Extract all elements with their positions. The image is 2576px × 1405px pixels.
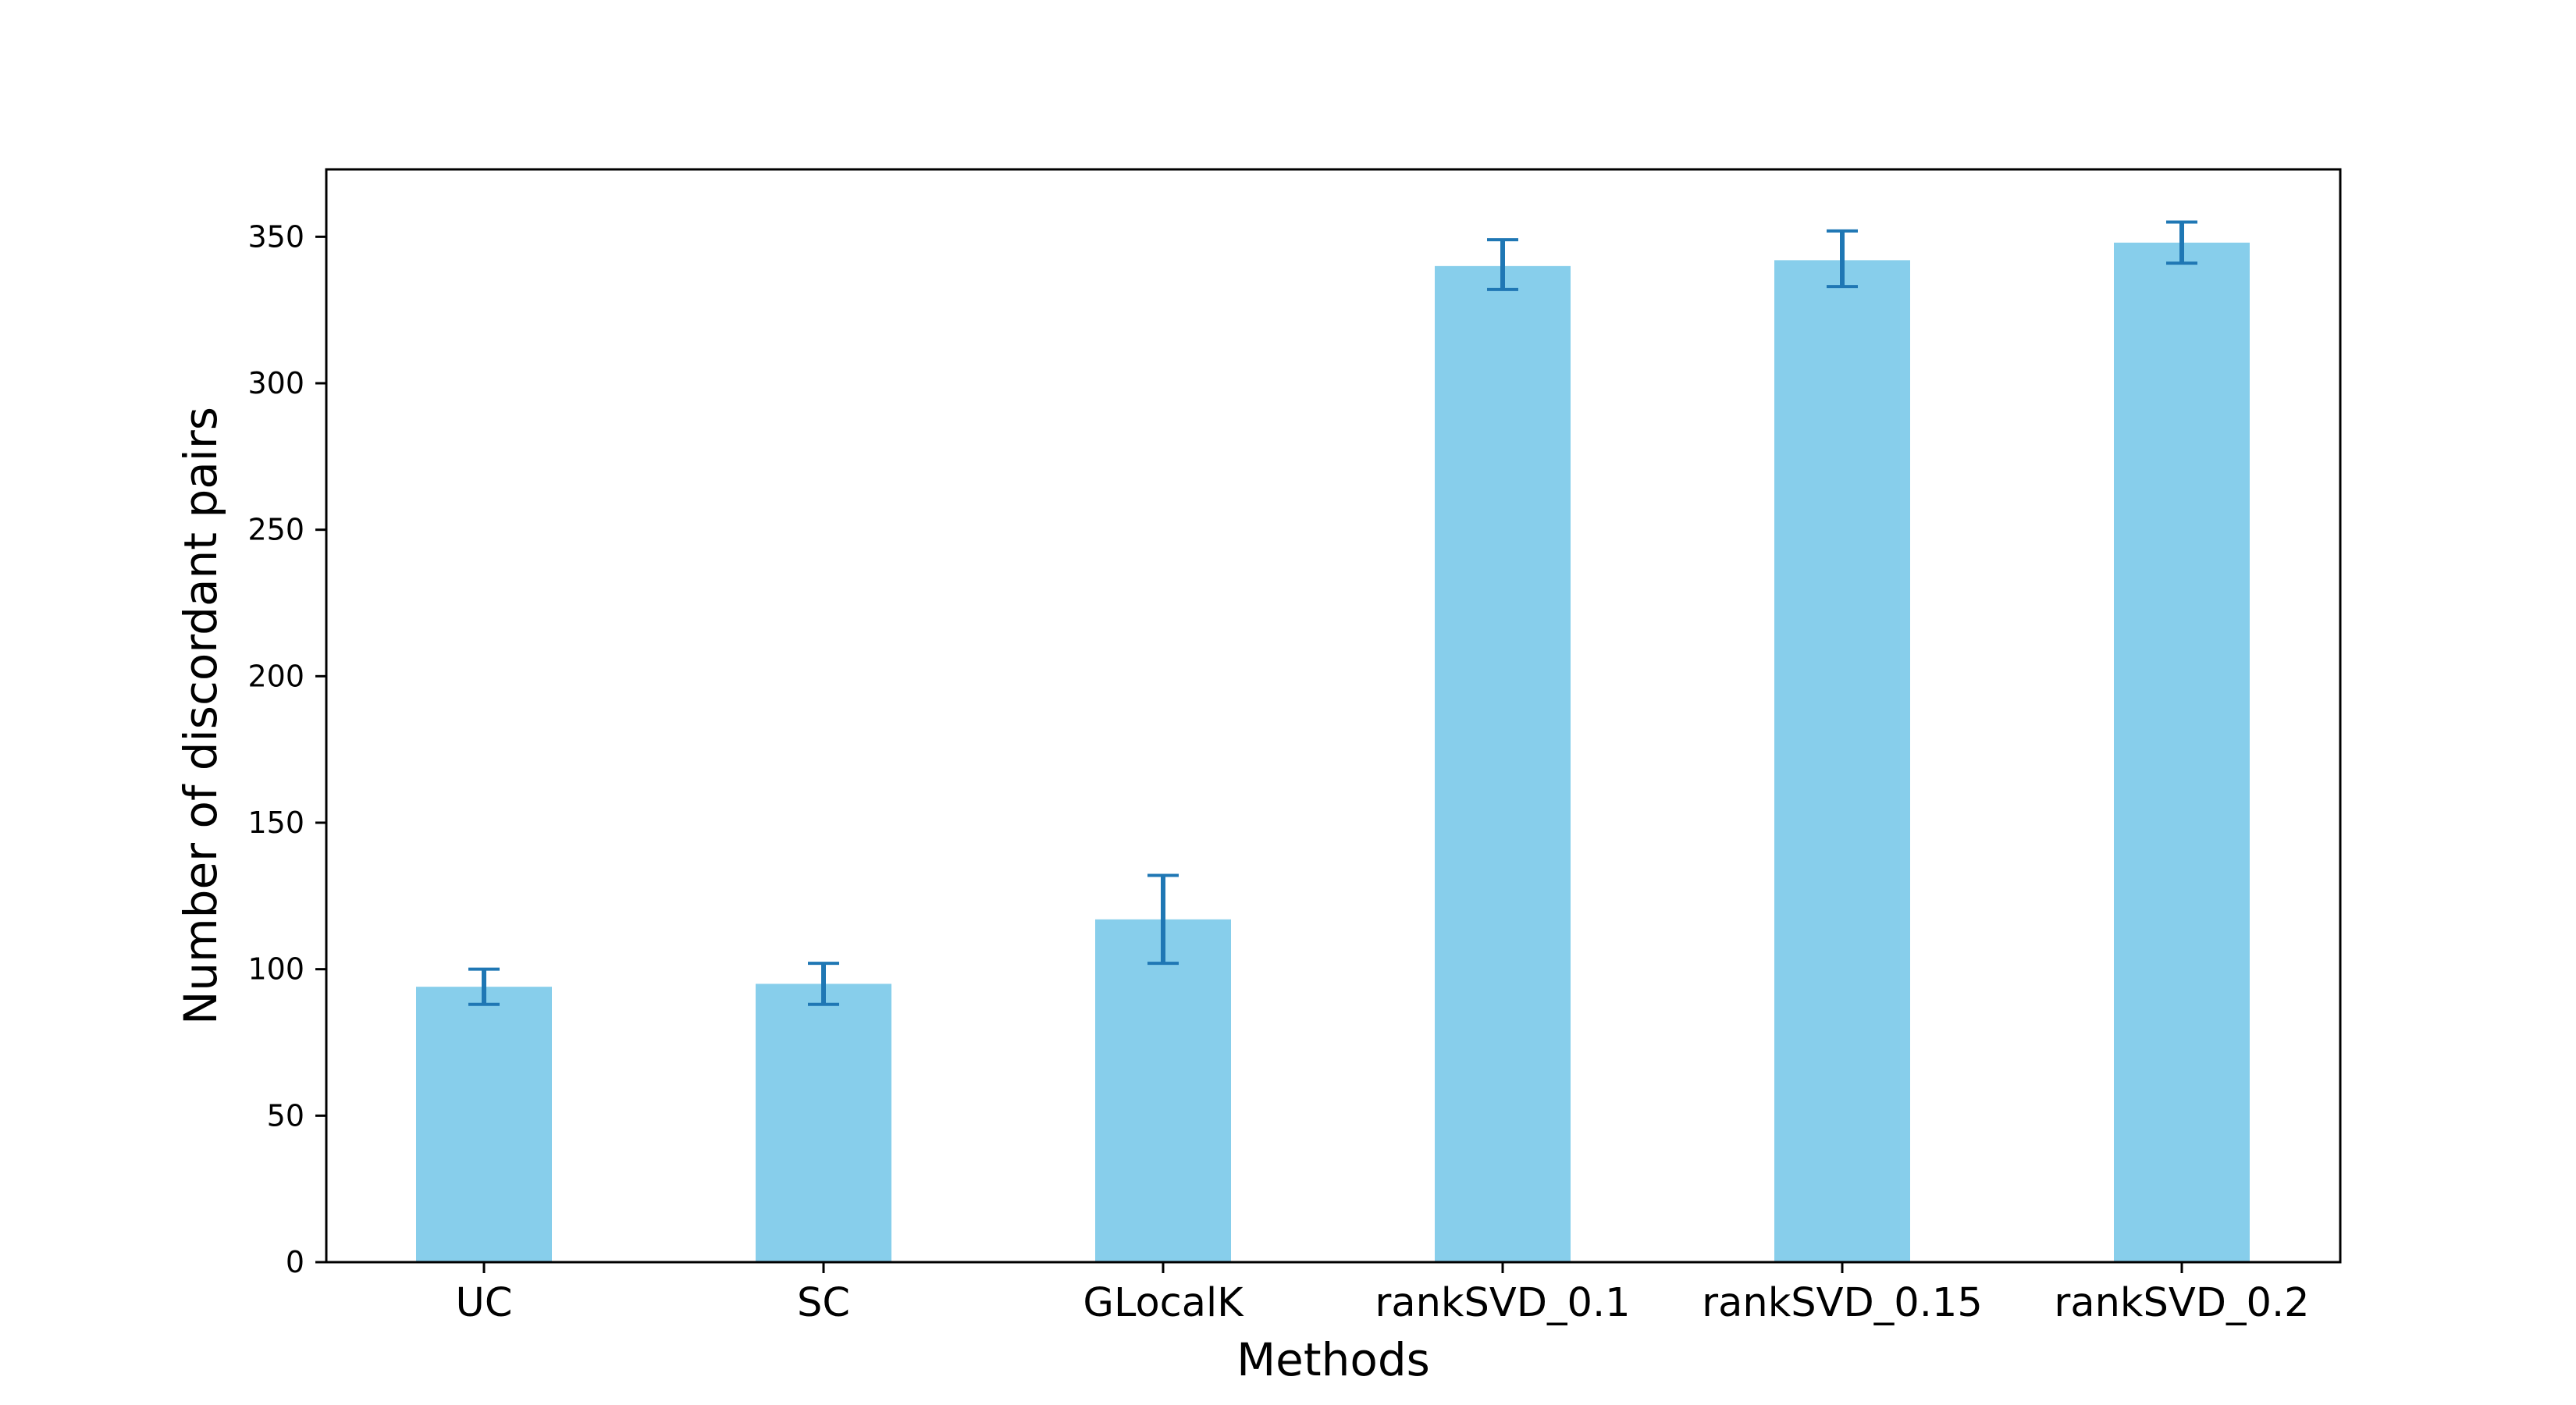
bars-group	[416, 242, 2250, 1263]
y-axis-ticks: 0 50 100 150 200 250 300 350	[247, 219, 326, 1279]
bar-ranksvd-0-15	[1774, 260, 1910, 1262]
y-axis-label: Number of discordant pairs	[174, 407, 227, 1025]
y-tick-label: 150	[247, 806, 304, 840]
bar-uc	[416, 987, 552, 1262]
x-tick-label: rankSVD_0.1	[1375, 1280, 1630, 1326]
error-bars-group	[468, 220, 2197, 1006]
y-tick-label: 50	[267, 1098, 304, 1133]
x-tick-label: GLocalK	[1083, 1280, 1244, 1326]
y-tick-label: 300	[247, 366, 304, 400]
y-tick-label: 200	[247, 659, 304, 693]
x-axis-label: Methods	[1236, 1333, 1430, 1386]
bar-sc	[756, 984, 891, 1262]
x-tick-label: rankSVD_0.15	[1702, 1280, 1983, 1326]
x-tick-label: UC	[456, 1280, 513, 1326]
y-tick-label: 250	[247, 513, 304, 547]
y-tick-label: 350	[247, 219, 304, 254]
bar-ranksvd-0-2	[2114, 242, 2250, 1263]
x-tick-label: SC	[797, 1280, 850, 1326]
y-tick-label: 0	[286, 1245, 304, 1279]
x-tick-label: rankSVD_0.2	[2054, 1280, 2309, 1326]
bar-glocalk	[1095, 919, 1231, 1262]
bar-ranksvd-0-1	[1435, 265, 1571, 1262]
plot-frame	[325, 168, 2342, 1264]
x-axis-ticks: UC SC GLocalK rankSVD_0.1 rankSVD_0.15 rankSV…	[456, 1262, 2310, 1326]
y-tick-label: 100	[247, 952, 304, 987]
